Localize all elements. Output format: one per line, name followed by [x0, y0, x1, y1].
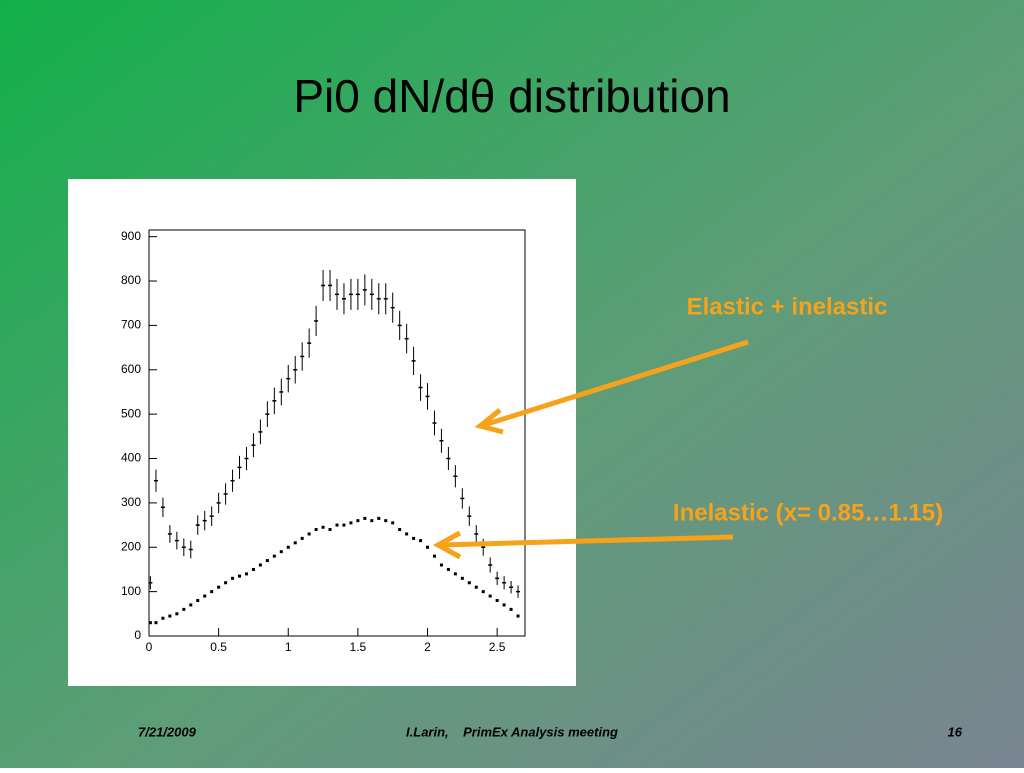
- plot: 0 100 200 300 400 500 600 700 800 900 0 0.5 1 1.5 2 2.5: [121, 229, 521, 654]
- point: [426, 545, 430, 549]
- point: [238, 574, 242, 578]
- point: [502, 603, 506, 607]
- slide-title: Pi0 dN/dθ distribution: [293, 70, 730, 122]
- point: [474, 585, 478, 589]
- y-tick-label: 200: [121, 539, 141, 553]
- x-tick-label: 0.5: [210, 640, 227, 654]
- point: [377, 516, 381, 520]
- point: [488, 594, 492, 598]
- y-tick-label: 600: [121, 362, 141, 376]
- x-tick-label: 2: [424, 640, 431, 654]
- point: [251, 567, 255, 571]
- annotation: Elastic + inelastic: [687, 293, 888, 320]
- y-tick-label: 500: [121, 406, 141, 420]
- point: [161, 616, 165, 620]
- point: [446, 567, 450, 571]
- point: [300, 536, 304, 540]
- point: [384, 519, 388, 523]
- point: [182, 607, 186, 611]
- point: [412, 536, 416, 540]
- y-tick-label: 700: [121, 318, 141, 332]
- point: [398, 528, 402, 532]
- y-tick-label: 100: [121, 584, 141, 598]
- x-tick-label: 2.5: [489, 640, 506, 654]
- point: [175, 612, 179, 616]
- point: [314, 528, 318, 532]
- x-tick-label: 1: [285, 640, 292, 654]
- point: [148, 621, 152, 625]
- arrow-head: [474, 408, 504, 435]
- point: [342, 523, 346, 527]
- annotation: Inelastic (x= 0.85…1.15): [673, 499, 943, 526]
- point: [154, 621, 158, 625]
- point: [335, 523, 339, 527]
- y-tick-label: 900: [121, 229, 141, 243]
- point: [196, 599, 200, 603]
- point: [495, 599, 499, 603]
- point: [258, 563, 262, 567]
- point: [286, 545, 290, 549]
- arrow-head: [432, 530, 462, 560]
- arrow: [441, 534, 734, 548]
- arrow: [483, 339, 749, 428]
- footer-presenter: I.Larin, PrimEx Analysis meeting: [406, 724, 618, 739]
- x-tick-label: 1.5: [350, 640, 367, 654]
- plot-frame: [148, 229, 526, 637]
- point: [224, 581, 228, 585]
- point: [453, 572, 457, 576]
- point: [432, 554, 436, 558]
- x-tick-label: 0: [146, 640, 153, 654]
- point: [363, 516, 367, 520]
- y-tick-label: 400: [121, 451, 141, 465]
- point: [370, 519, 374, 523]
- point: [168, 614, 172, 618]
- plot-panel: [68, 179, 576, 686]
- point: [210, 590, 214, 594]
- y-tick-label: 0: [134, 628, 141, 642]
- point: [467, 581, 471, 585]
- point: [328, 528, 332, 532]
- point: [439, 563, 443, 567]
- point: [481, 590, 485, 594]
- point: [307, 532, 311, 536]
- point: [419, 539, 423, 543]
- footer-date: 7/21/2009: [138, 724, 197, 739]
- point: [272, 554, 276, 558]
- point: [231, 576, 235, 580]
- point: [349, 521, 353, 525]
- point: [293, 541, 297, 545]
- point: [321, 525, 325, 529]
- point: [509, 607, 513, 611]
- y-tick-label: 300: [121, 495, 141, 509]
- point: [356, 519, 360, 523]
- point: [405, 532, 409, 536]
- y-tick-label: 800: [121, 273, 141, 287]
- point: [391, 521, 395, 525]
- point: [217, 585, 221, 589]
- point: [279, 550, 283, 554]
- point: [265, 559, 269, 563]
- point: [460, 576, 464, 580]
- footer-page: 16: [948, 724, 963, 739]
- point: [516, 614, 520, 618]
- point: [244, 572, 248, 576]
- point: [203, 594, 207, 598]
- point: [189, 603, 193, 607]
